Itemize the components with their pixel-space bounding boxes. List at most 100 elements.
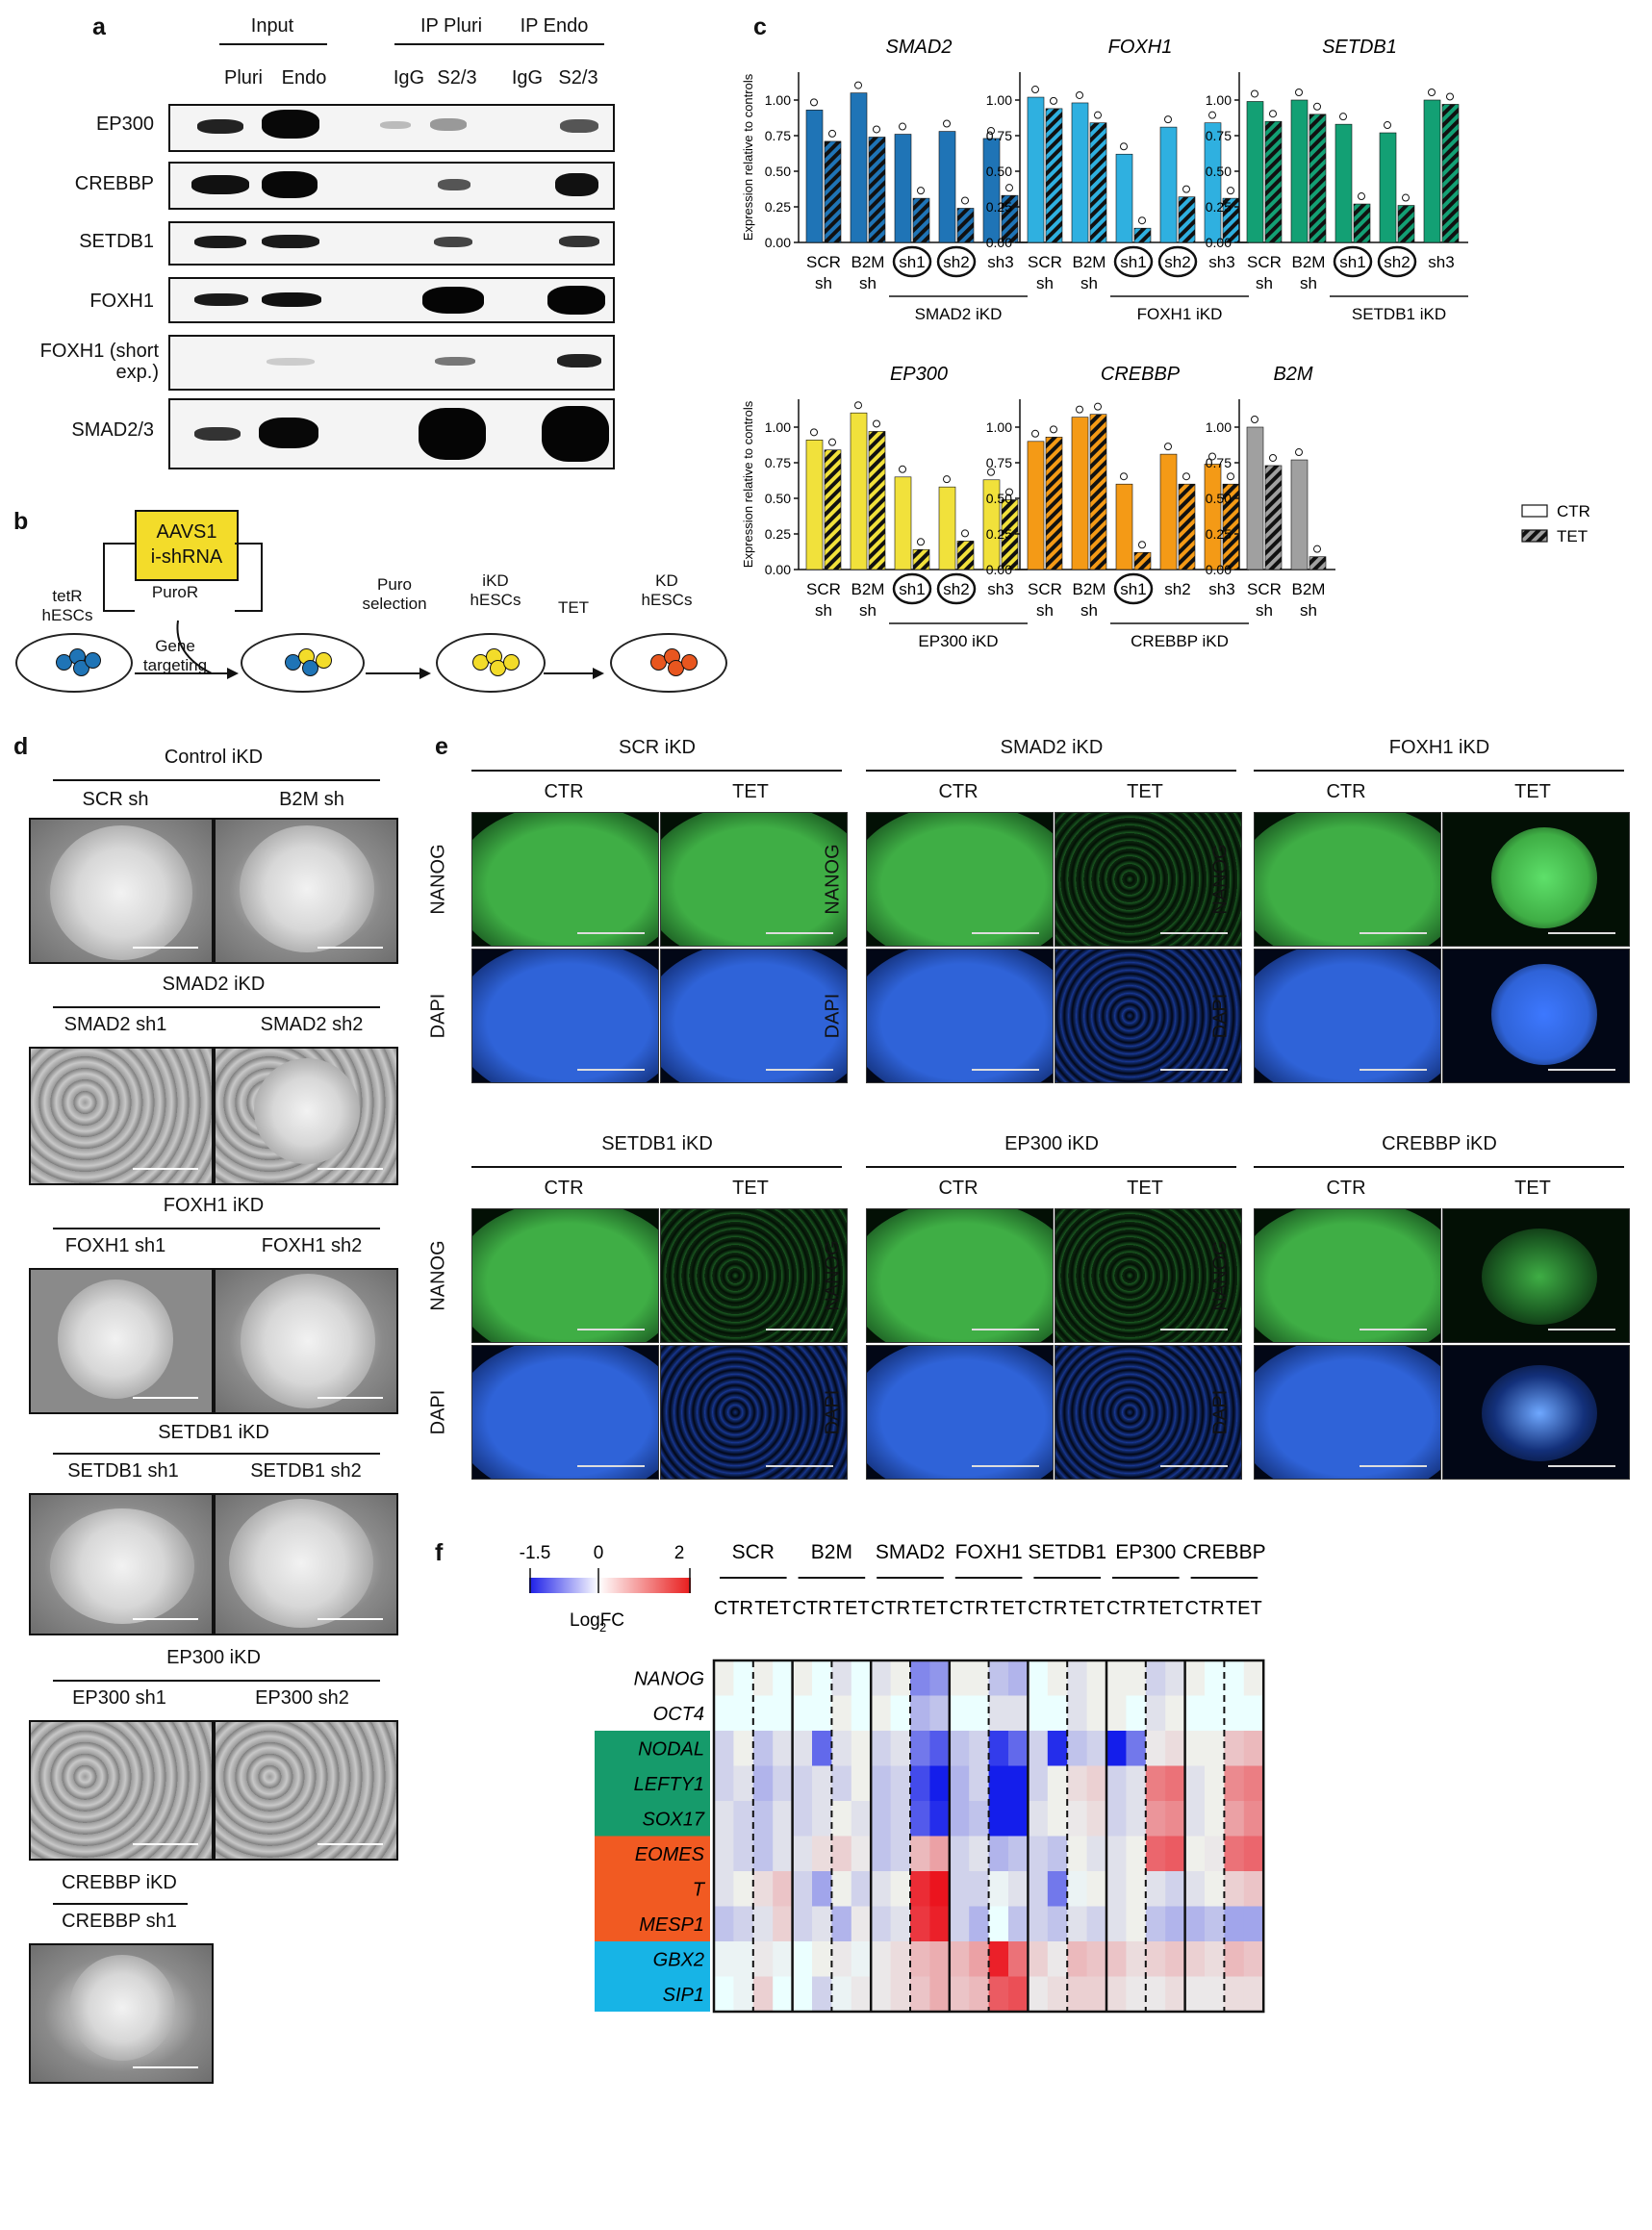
- bar-tet: [1441, 104, 1460, 243]
- scale-bar: [766, 1069, 833, 1071]
- point-tet: [1094, 402, 1102, 411]
- x-tick-label: SCR: [806, 580, 841, 598]
- y-tick-label: 0.75: [1206, 128, 1232, 143]
- blot-label-ep300: EP300: [95, 114, 154, 135]
- heatmap-cell: [949, 1660, 970, 1696]
- heatmap-cell: [1205, 1941, 1225, 1977]
- d-item-label: SMAD2 sh1: [64, 1014, 167, 1035]
- heatmap-cell: [949, 1731, 970, 1766]
- bar-tet: [1001, 194, 1019, 243]
- heatmap-cell: [1224, 1695, 1245, 1732]
- y-tick-label: 1.00: [1206, 419, 1232, 435]
- label-kd-hescs: KD hESCs: [641, 571, 693, 609]
- heatmap-cell: [1224, 1976, 1245, 2013]
- x-tick-label: sh: [815, 601, 832, 620]
- point-ctr: [1208, 452, 1216, 461]
- heatmap-cell: [949, 1836, 970, 1872]
- e-condition-label: TET: [1127, 1178, 1163, 1199]
- y-tick-label: 0.75: [986, 128, 1012, 143]
- colony-signal: [661, 1209, 847, 1342]
- heatmap-cell: [831, 1801, 852, 1837]
- heatmap-cell: [890, 1731, 911, 1766]
- y-tick-label: 1.00: [765, 419, 791, 435]
- heatmap-cell: [831, 1941, 852, 1977]
- scale-bar: [1360, 932, 1427, 934]
- label-gene-targeting: Gene targeting: [142, 637, 208, 674]
- fluorescence-image-dapi-ctr: [471, 949, 659, 1083]
- aavs1-box: AAVS1 i-shRNA: [135, 510, 239, 581]
- bar-ctr: [1071, 417, 1089, 570]
- micrograph-smad2-sh1: [29, 1047, 214, 1185]
- heatmap-cell: [1047, 1765, 1068, 1802]
- heatmap-cell: [851, 1801, 872, 1837]
- y-tick-label: 0.00: [765, 562, 791, 577]
- colony-signal: [1491, 964, 1597, 1065]
- d-item-label: EP300 sh2: [255, 1687, 349, 1709]
- label-tet: TET: [557, 598, 590, 617]
- heatmap-cell: [752, 1836, 774, 1872]
- bar-ctr: [1379, 132, 1397, 243]
- e-condition-label: TET: [1514, 1178, 1551, 1199]
- heatmap-cell: [929, 1871, 951, 1907]
- heatmap-cell: [1008, 1765, 1029, 1802]
- heatmap-cell: [773, 1695, 794, 1732]
- point-ctr: [810, 428, 818, 437]
- heatmap-cell: [714, 1976, 734, 2013]
- heatmap-cell: [988, 1871, 1009, 1907]
- heatmap-cell: [1224, 1941, 1245, 1977]
- legend-label-tet: TET: [1557, 527, 1588, 545]
- heatmap-cell: [714, 1660, 734, 1696]
- heatmap-cell: [929, 1801, 951, 1837]
- bar-tet: [1178, 196, 1196, 243]
- point-ctr: [854, 401, 862, 410]
- d-section-title: SETDB1 iKD: [158, 1422, 269, 1443]
- colony-signal: [1491, 827, 1597, 928]
- heatmap-cell: [733, 1941, 754, 1977]
- fluorescence-image-dapi-ctr: [866, 1345, 1054, 1480]
- e-group-title: SCR iKD: [618, 737, 697, 758]
- point-ctr: [899, 122, 906, 131]
- heatmap-cell: [1126, 1836, 1147, 1872]
- scale-bar: [577, 932, 645, 934]
- d-item-label: CREBBP sh1: [62, 1911, 177, 1932]
- colony-signal: [1482, 1229, 1597, 1325]
- point-tet: [1446, 92, 1454, 101]
- scale-bar: [1548, 932, 1615, 934]
- x-tick-label: sh: [859, 274, 877, 292]
- circle-mark: [1157, 245, 1198, 278]
- heatmap-cell: [969, 1765, 990, 1802]
- bar-ctr: [894, 134, 912, 243]
- e-stain-label: NANOG: [427, 844, 449, 915]
- heatmap-cell: [831, 1765, 852, 1802]
- bar-tet: [1133, 551, 1152, 570]
- heatmap-cell: [812, 1801, 832, 1837]
- heatmap-cell: [910, 1765, 930, 1802]
- colorbar-label-subscript: 2: [599, 1620, 606, 1634]
- heatmap-cell: [1047, 1976, 1068, 2013]
- heatmap-cell: [1165, 1801, 1186, 1837]
- x-tick-label: B2M: [1073, 253, 1106, 271]
- colony-signal: [1055, 950, 1241, 1082]
- heatmap-cell: [1145, 1976, 1166, 2013]
- heatmap-cell: [792, 1941, 813, 1977]
- e-condition-label: CTR: [1326, 781, 1366, 802]
- x-tick-label: sh1: [1120, 253, 1146, 271]
- fluorescence-image-nanog-tet: [1442, 812, 1630, 947]
- heatmap-cell: [1067, 1801, 1088, 1837]
- heatmap-cell: [1224, 1731, 1245, 1766]
- gene-label: EOMES: [635, 1844, 705, 1865]
- e-group-rule: [471, 1166, 842, 1168]
- y-tick-label: 0.50: [765, 164, 791, 179]
- heatmap-cell: [871, 1695, 892, 1732]
- heatmap-cell: [792, 1731, 813, 1766]
- y-tick-label: 0.25: [986, 526, 1012, 542]
- heatmap-cell: [1106, 1695, 1127, 1732]
- e-stain-label: DAPI: [822, 1389, 844, 1435]
- e-condition-label: CTR: [1326, 1178, 1366, 1199]
- heatmap-cell: [1145, 1836, 1166, 1872]
- heatmap-cell: [1106, 1801, 1127, 1837]
- e-group-title: FOXH1 iKD: [1388, 737, 1490, 758]
- heatmap-cell: [851, 1660, 872, 1696]
- heatmap-cell: [812, 1695, 832, 1732]
- scale-bar: [766, 1465, 833, 1467]
